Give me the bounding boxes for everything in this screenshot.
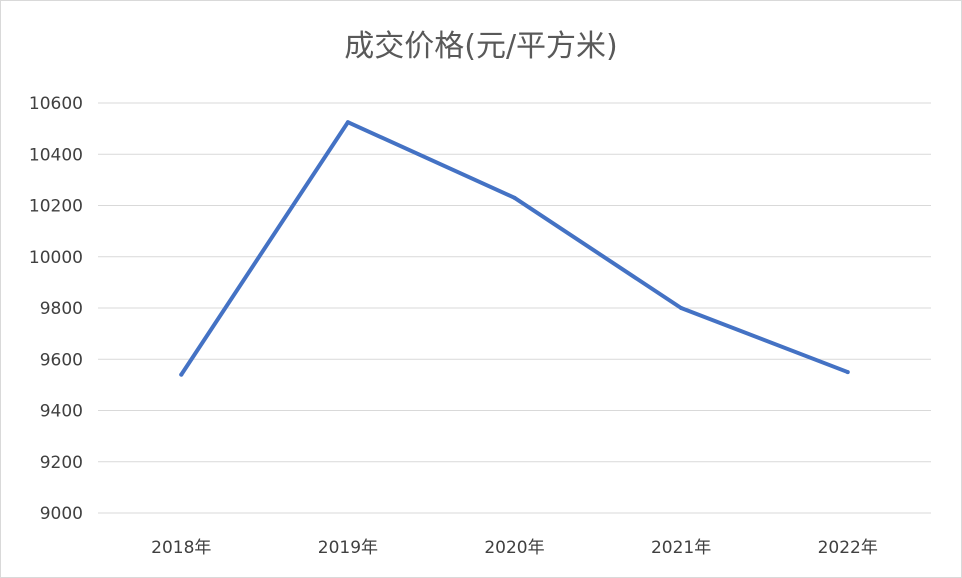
x-tick-label: 2020年 [484, 538, 544, 558]
x-axis-ticks: 2018年 2019年 2020年 2021年 2022年 [151, 538, 878, 558]
chart-title: 成交价格(元/平方米) [344, 29, 618, 64]
data-point [179, 372, 184, 377]
y-axis-ticks: 9000 9200 9400 9600 9800 10000 10200 10400 10600 [29, 94, 83, 524]
x-tick-label: 2021年 [651, 538, 711, 558]
grid-layer [98, 102, 931, 514]
data-point [345, 120, 350, 125]
y-tick-label: 9200 [40, 453, 83, 473]
y-tick-label: 9000 [40, 504, 83, 524]
y-tick-label: 9400 [40, 402, 83, 422]
x-tick-label: 2022年 [818, 538, 878, 558]
data-point [679, 306, 684, 310]
y-tick-label: 10600 [29, 94, 83, 114]
y-tick-label: 10400 [29, 145, 83, 165]
y-tick-label: 9800 [40, 299, 83, 319]
data-point [845, 370, 850, 375]
y-tick-label: 9600 [40, 350, 83, 370]
x-tick-label: 2019年 [318, 538, 378, 558]
series-layer [179, 120, 850, 377]
y-tick-label: 10200 [29, 197, 83, 217]
data-point [512, 195, 517, 200]
y-tick-label: 10000 [29, 248, 83, 268]
x-tick-label: 2018年 [151, 538, 211, 558]
series-line [179, 120, 850, 377]
